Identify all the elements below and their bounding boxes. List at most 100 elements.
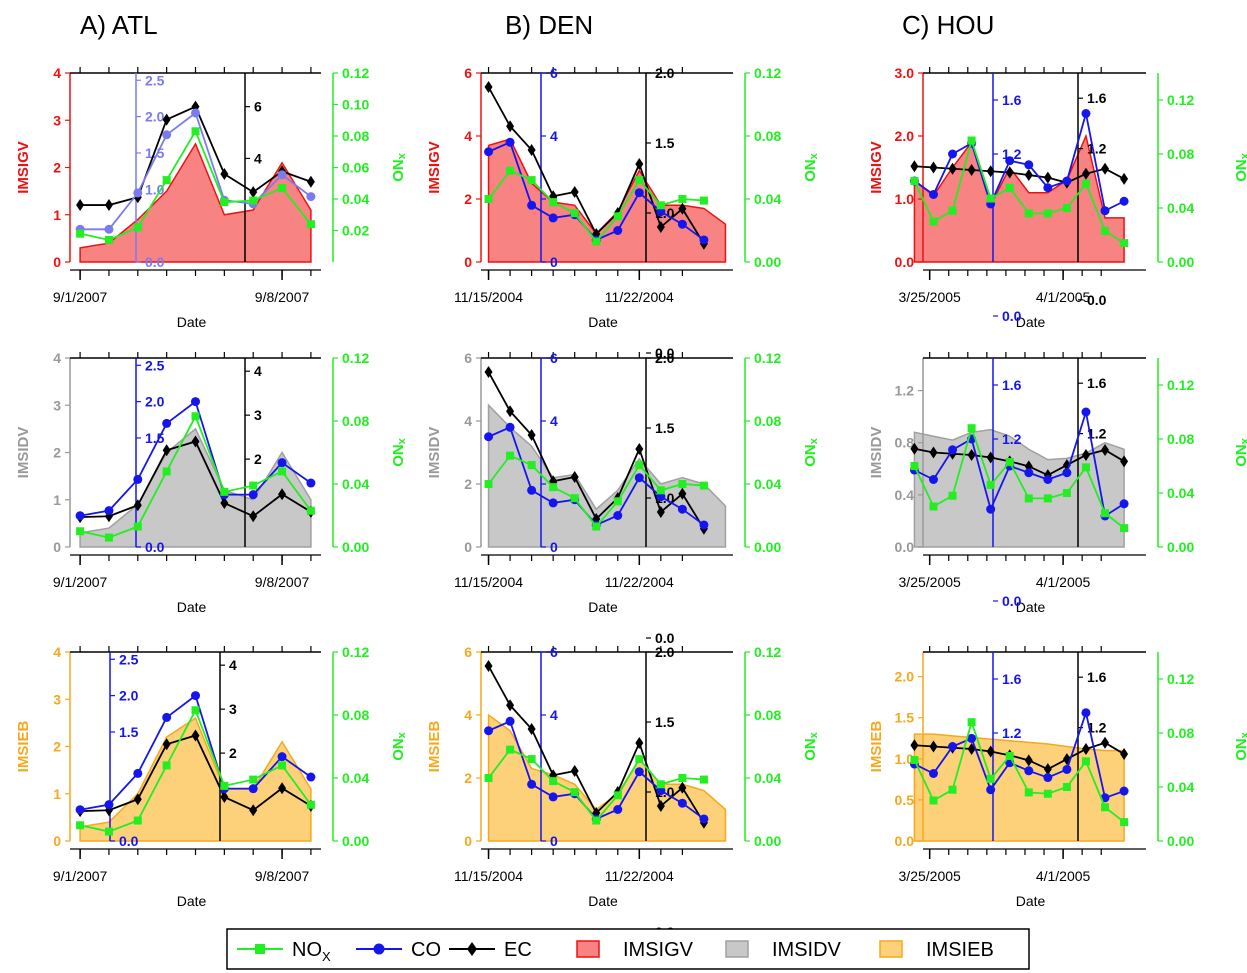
co-tick-label: 2.0 [145, 394, 165, 410]
nox-point [570, 209, 579, 218]
nox-point [967, 424, 976, 433]
left-tick-label: 0 [53, 833, 61, 849]
panel: 3/25/2005 4/1/2005Date0.00.40.81.2IMSIDV0… [868, 352, 1247, 615]
co-point [1119, 499, 1129, 509]
nox-tick-label: 0.04 [1167, 779, 1194, 795]
co-tick-label: 2.5 [119, 651, 139, 667]
co-tick-label: 2.0 [119, 688, 139, 704]
panel: 3/25/2005 4/1/2005Date0.01.02.03.0IMSIGV0… [868, 65, 1247, 330]
nox-tick-label: 0.12 [342, 65, 369, 81]
nox-point [249, 196, 258, 205]
co-tick-label: 0.0 [145, 539, 165, 555]
area-fill [79, 142, 312, 263]
ec-point [191, 729, 200, 742]
ec-tick-label: 2.0 [655, 644, 675, 660]
co-tick-label: 1.2 [1002, 725, 1022, 741]
nox-point [162, 467, 171, 476]
date-tick-label: 11/15/2004 [454, 574, 523, 590]
nox-point [656, 486, 665, 495]
date-tick-label: 9/1/2007 [53, 574, 108, 590]
nox-tick-label: 0.08 [1167, 146, 1194, 162]
ec-point [506, 120, 515, 133]
ec-point [910, 442, 919, 455]
legend-item-ec: EC [449, 939, 532, 961]
nox-tick-label: 0.08 [342, 128, 369, 144]
nox-axis-label: xNO [1232, 732, 1247, 761]
panel: 11/15/200411/22/2004Date0246IMSIDV02460.… [426, 350, 820, 646]
ec-point [1024, 754, 1033, 767]
x-axis-label: Date [588, 893, 618, 909]
co-point [1081, 109, 1091, 118]
date-tick-label: 9/8/2007 [255, 574, 310, 590]
date-tick-label: 11/15/2004 [454, 289, 523, 305]
ec-point [306, 175, 315, 188]
co-point [548, 792, 558, 802]
nox-point [484, 195, 493, 203]
ec-point [484, 366, 493, 378]
left-tick-label: 2 [464, 476, 472, 492]
co-tick-label: 2.0 [145, 109, 165, 125]
nox-tick-label: 0.00 [1167, 539, 1194, 555]
co-point [1043, 183, 1053, 193]
left-tick-label: 0 [464, 539, 472, 555]
co-point [613, 511, 623, 520]
nox-tick-label: 0.00 [754, 833, 781, 849]
co-point [613, 805, 623, 814]
nox-tick-label: 0.04 [1167, 200, 1194, 216]
nox-point [1024, 494, 1033, 503]
x-axis-label: Date [177, 314, 207, 330]
co-point [548, 498, 558, 508]
ec-tick-label: 3 [229, 701, 237, 717]
square-marker-icon [255, 944, 265, 954]
co-point [928, 769, 938, 778]
nox-tick-label: 0.00 [754, 254, 781, 270]
left-axis-label: IMSIEB [426, 721, 443, 773]
co-point [133, 474, 143, 484]
nox-point [1101, 226, 1110, 235]
nox-point [278, 183, 287, 192]
nox-tick-label: 0.12 [754, 65, 781, 81]
date-tick-label: 3/25/2005 [899, 868, 961, 884]
nox-point [678, 774, 687, 782]
nox-axis-label: xNO [1232, 438, 1247, 467]
left-tick-label: 1 [53, 207, 61, 223]
ec-point [191, 435, 200, 448]
nox-point [592, 237, 601, 246]
left-tick-label: 2.0 [895, 669, 915, 685]
co-line [914, 709, 1125, 799]
co-tick-label: 0 [550, 833, 558, 849]
nox-point [986, 194, 995, 203]
nox-point [910, 756, 919, 764]
nox-axis-label: xNO [389, 153, 408, 182]
co-point [1119, 786, 1129, 796]
co-point [967, 733, 977, 743]
panel: 3/25/2005 4/1/2005 Date 0.0 0.5 1.0 1.5 2.0 IMSI… [868, 646, 1247, 909]
nox-point [278, 467, 287, 476]
left-tick-label: 0.0 [895, 539, 915, 555]
nox-point [220, 781, 229, 790]
nox-point [220, 487, 229, 496]
co-point [986, 785, 996, 795]
ec-point [967, 449, 976, 462]
ec-tick-label: 2 [229, 745, 237, 761]
ec-tick-label: 1.2 [1087, 426, 1107, 442]
x-axis-label: Date [1016, 314, 1046, 330]
ec-point [162, 444, 171, 457]
ec-tick-label: 1.5 [655, 420, 675, 436]
circle-marker-icon [373, 943, 385, 955]
nox-tick-label: 0.12 [754, 644, 781, 660]
ec-point [220, 791, 229, 804]
co-point [248, 784, 258, 794]
ec-point [249, 510, 258, 523]
co-point [191, 108, 200, 118]
co-point [527, 200, 537, 210]
nox-tick-label: 0.08 [754, 413, 781, 429]
nox-tick-label: 0.02 [342, 223, 369, 239]
ec-point [162, 113, 171, 126]
panel: 9/1/2007 9/8/2007 Date 0 1 2 3 4 IMSIEB 0.0 1.5 2.0… [15, 644, 408, 909]
nox-point [613, 791, 622, 800]
co-point [484, 726, 494, 736]
date-tick-label: 9/8/2007 [255, 289, 310, 305]
left-axis-label: IMSIDV [426, 427, 443, 479]
